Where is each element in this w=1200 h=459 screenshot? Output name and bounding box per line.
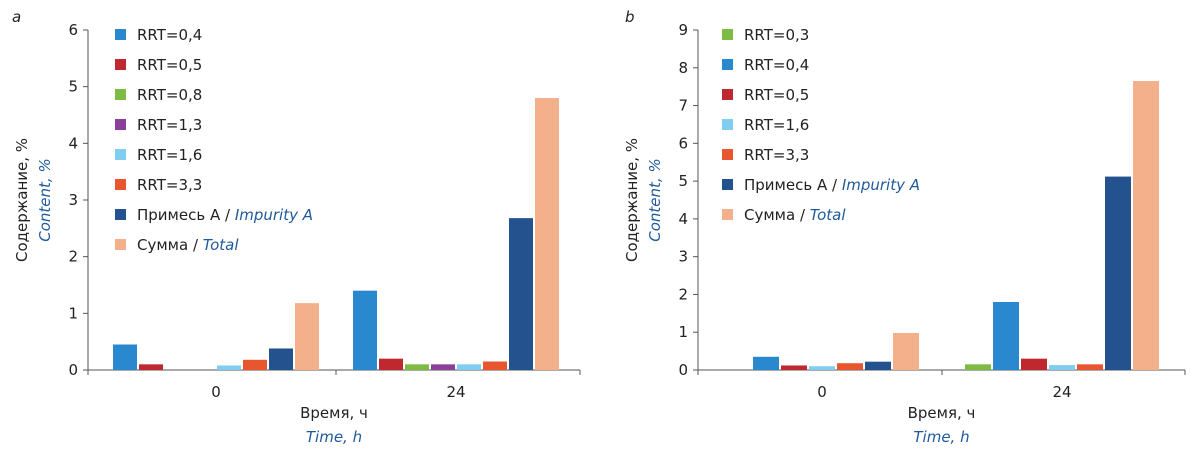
legend-swatch bbox=[722, 89, 733, 100]
bar bbox=[1105, 176, 1131, 370]
legend-entry: RRT=1,6 bbox=[744, 116, 809, 134]
legend-entry: RRT=0,5 bbox=[744, 86, 809, 104]
panel-letter: a bbox=[12, 8, 21, 26]
y-tick-label: 0 bbox=[678, 361, 688, 379]
y-tick-label: 6 bbox=[68, 21, 78, 39]
y-tick-label: 8 bbox=[678, 59, 688, 77]
x-tick-label: 24 bbox=[1052, 383, 1071, 401]
bar bbox=[1133, 81, 1159, 370]
y-tick-label: 4 bbox=[68, 134, 78, 152]
legend-swatch bbox=[722, 179, 733, 190]
legend-entry: RRT=0,4 bbox=[137, 26, 202, 44]
legend-swatch bbox=[722, 29, 733, 40]
legend-swatch bbox=[115, 89, 126, 100]
x-tick-label: 0 bbox=[211, 383, 221, 401]
legend-swatch bbox=[722, 59, 733, 70]
y-tick-label: 9 bbox=[678, 21, 688, 39]
legend-swatch bbox=[722, 119, 733, 130]
bar bbox=[243, 359, 267, 370]
legend-swatch bbox=[115, 179, 126, 190]
legend-entry: RRT=0,4 bbox=[744, 56, 809, 74]
bar bbox=[379, 358, 403, 370]
bar bbox=[483, 361, 507, 370]
bar bbox=[753, 356, 779, 370]
bar bbox=[965, 364, 991, 370]
legend-entry: Сумма / Total bbox=[137, 236, 239, 254]
chart-panel-a: a 0 1 2 3 4 5 6 0 24 Время, ч Time, h Содержание, % C… bbox=[12, 8, 581, 446]
y-tick-label: 6 bbox=[678, 134, 688, 152]
y-tick-label: 2 bbox=[678, 285, 688, 303]
bar bbox=[353, 290, 377, 370]
bar bbox=[535, 98, 559, 370]
legend: RRT=0,3 RRT=0,4 RRT=0,5 RRT=1,6 RRT=3,3 Приме… bbox=[722, 26, 920, 224]
y-axis-label-en: Content, % bbox=[646, 158, 664, 241]
y-axis-label: Содержание, % bbox=[13, 138, 31, 262]
y-tick-label: 3 bbox=[678, 248, 688, 266]
legend-entry: Примесь A / Impurity A bbox=[137, 206, 313, 224]
bar bbox=[1077, 364, 1103, 370]
y-tick-label: 2 bbox=[68, 248, 78, 266]
y-tick-label: 7 bbox=[678, 97, 688, 115]
bar bbox=[993, 302, 1019, 370]
legend-entry: Сумма / Total bbox=[744, 206, 846, 224]
legend: RRT=0,4 RRT=0,5 RRT=0,8 RRT=1,3 RRT=1,6 RRT=3… bbox=[115, 26, 313, 254]
bar bbox=[1049, 365, 1075, 370]
legend-swatch bbox=[115, 29, 126, 40]
bar bbox=[837, 363, 863, 370]
x-tick-label: 0 bbox=[817, 383, 827, 401]
bar bbox=[1021, 358, 1047, 370]
bar bbox=[865, 361, 891, 370]
x-axis-label-en: Time, h bbox=[306, 428, 362, 446]
legend-swatch bbox=[115, 119, 126, 130]
y-tick-label: 4 bbox=[678, 210, 688, 228]
legend-swatch bbox=[115, 209, 126, 220]
chart-panel-b: b 0 1 2 3 4 5 6 7 8 9 0 24 Время, ч Time, h Содержание,… bbox=[623, 8, 1186, 446]
legend-swatch bbox=[115, 239, 126, 250]
legend-entry: RRT=0,5 bbox=[137, 56, 202, 74]
x-axis-label: Время, ч bbox=[908, 404, 976, 422]
y-tick-label: 1 bbox=[68, 304, 78, 322]
bar bbox=[809, 366, 835, 370]
bar bbox=[269, 348, 293, 370]
legend-entry: RRT=0,3 bbox=[744, 26, 809, 44]
x-axis-label: Время, ч bbox=[300, 404, 368, 422]
bar bbox=[431, 364, 455, 370]
legend-entry: RRT=3,3 bbox=[137, 176, 202, 194]
bar bbox=[457, 364, 481, 370]
y-tick-label: 5 bbox=[678, 172, 688, 190]
legend-entry: RRT=1,3 bbox=[137, 116, 202, 134]
panel-letter: b bbox=[625, 8, 635, 26]
bar bbox=[405, 364, 429, 370]
y-tick-label: 5 bbox=[68, 78, 78, 96]
legend-entry: RRT=0,8 bbox=[137, 86, 202, 104]
bar bbox=[781, 365, 807, 370]
y-tick-label: 3 bbox=[68, 191, 78, 209]
legend-swatch bbox=[722, 149, 733, 160]
legend-swatch bbox=[115, 59, 126, 70]
legend-entry: Примесь A / Impurity A bbox=[744, 176, 920, 194]
bar bbox=[893, 332, 919, 370]
y-tick-label: 1 bbox=[678, 323, 688, 341]
y-axis-label: Содержание, % bbox=[623, 138, 641, 262]
bar bbox=[509, 218, 533, 370]
bar bbox=[139, 364, 163, 370]
legend-swatch bbox=[722, 209, 733, 220]
bar bbox=[113, 344, 137, 370]
x-tick-label: 24 bbox=[446, 383, 465, 401]
x-axis-label-en: Time, h bbox=[913, 428, 969, 446]
y-tick-label: 0 bbox=[68, 361, 78, 379]
legend-entry: RRT=1,6 bbox=[137, 146, 202, 164]
bar bbox=[295, 303, 319, 370]
legend-entry: RRT=3,3 bbox=[744, 146, 809, 164]
y-axis-label-en: Content, % bbox=[36, 158, 54, 241]
bar bbox=[217, 365, 241, 370]
legend-swatch bbox=[115, 149, 126, 160]
